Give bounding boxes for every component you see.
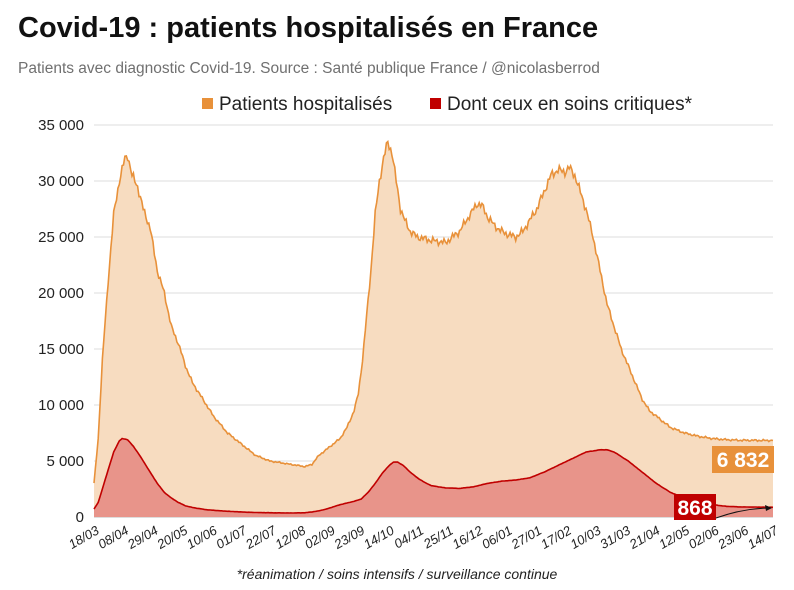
end-value-critiques: 868: [677, 497, 712, 520]
y-axis: 0 5 000 10 000 15 000 20 000 25 000 30 000 35 0…: [38, 117, 84, 526]
legend-label-hospitalises: Patients hospitalisés: [219, 94, 392, 115]
critiques-line: [93, 437, 774, 514]
end-label-critiques: 868: [674, 494, 716, 520]
y-tick-label: 0: [76, 509, 84, 526]
legend-swatch-critiques: [430, 98, 441, 109]
x-tick-label: 04/11: [391, 523, 426, 552]
end-value-hospitalises: 6 832: [717, 449, 770, 472]
y-tick-label: 10 000: [38, 397, 84, 414]
y-tick-label: 15 000: [38, 341, 84, 358]
end-label-arrow-head: [765, 505, 772, 511]
y-tick-label: 5 000: [46, 453, 84, 470]
y-tick-label: 35 000: [38, 117, 84, 134]
x-tick-label: 02/09: [302, 523, 338, 552]
x-axis: 18/0308/0429/0420/0510/0601/0722/0712/08…: [66, 522, 781, 552]
y-tick-label: 25 000: [38, 229, 84, 246]
x-tick-label: 14/07: [745, 522, 781, 552]
y-tick-label: 30 000: [38, 173, 84, 190]
x-tick-label: 25/11: [420, 523, 456, 552]
legend-swatch-hospitalises: [202, 98, 213, 109]
hospitalises-area: [94, 141, 773, 517]
x-tick-label: 08/04: [95, 523, 131, 552]
chart-subtitle: Patients avec diagnostic Covid-19. Sourc…: [18, 60, 600, 77]
end-label-hospitalises: 6 832: [712, 446, 774, 473]
hospitalises-line: [93, 140, 774, 484]
legend: Patients hospitalisés Dont ceux en soins…: [202, 94, 693, 115]
critiques-area: [94, 438, 773, 517]
x-tick-label: 06/01: [479, 523, 515, 552]
chart-title: Covid-19 : patients hospitalisés en Fran…: [18, 12, 599, 44]
legend-label-critiques: Dont ceux en soins critiques*: [447, 94, 693, 115]
footnote: *réanimation / soins intensifs / surveil…: [236, 566, 558, 582]
y-tick-label: 20 000: [38, 285, 84, 302]
